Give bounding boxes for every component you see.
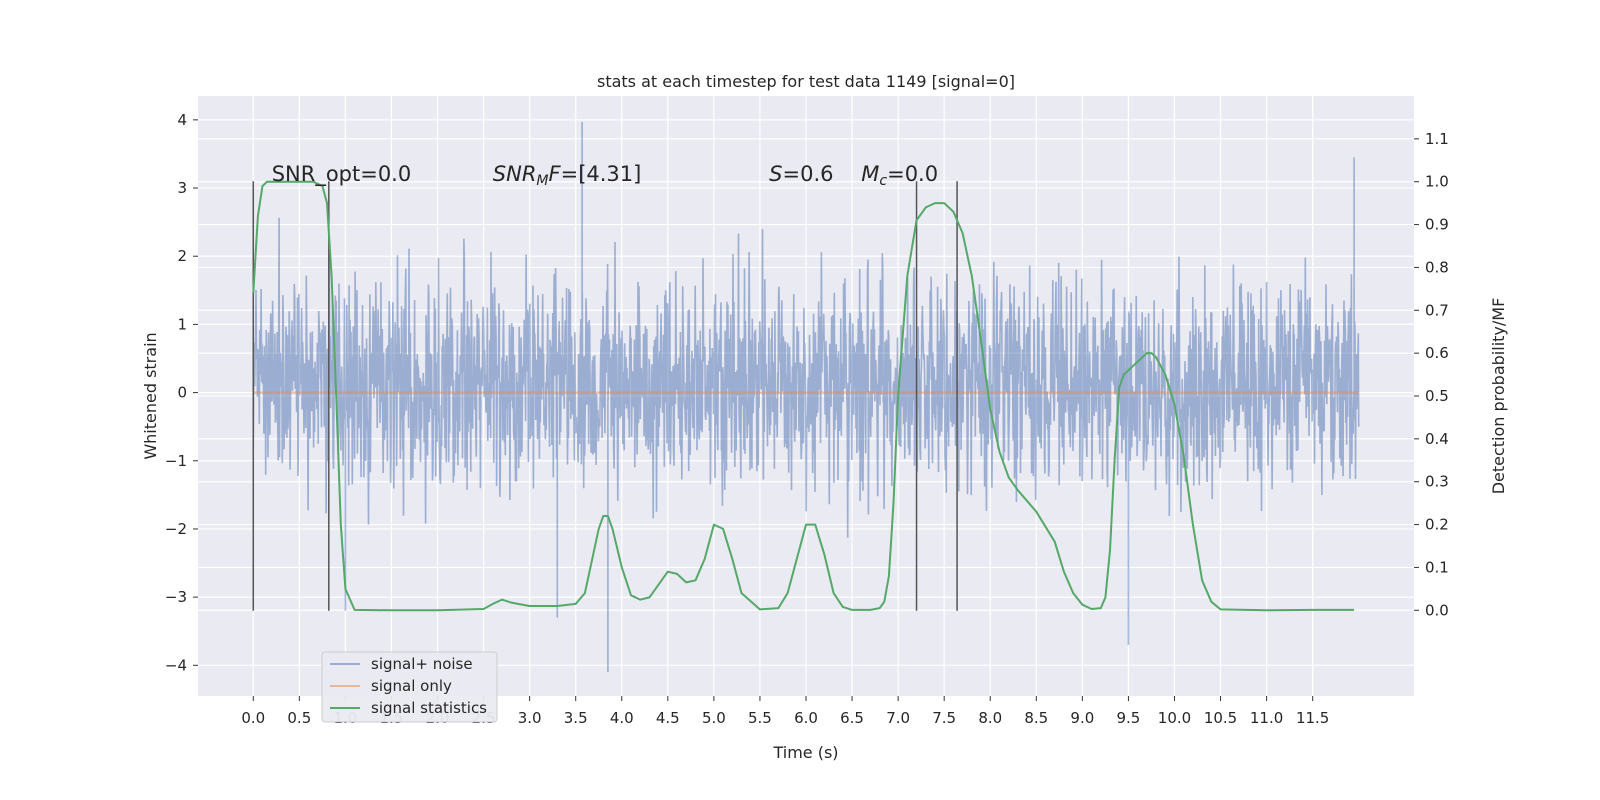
x-tick-label: 7.0 <box>886 709 910 727</box>
y-left-tick-label: 1 <box>177 315 187 333</box>
y-left-tick-label: 0 <box>177 384 187 402</box>
y-right-tick-label: 0.4 <box>1425 430 1449 448</box>
x-tick-label: 11.0 <box>1250 709 1283 727</box>
x-tick-label: 9.0 <box>1070 709 1094 727</box>
y-left-tick-label: −1 <box>165 452 187 470</box>
y-right-tick-label: 0.7 <box>1425 301 1449 319</box>
x-tick-label: 5.5 <box>748 709 772 727</box>
signal-statistics-line <box>252 180 1355 612</box>
x-tick-label: 4.0 <box>610 709 634 727</box>
x-tick-label: 3.0 <box>518 709 542 727</box>
legend-label-signal-noise: signal+ noise <box>371 655 473 673</box>
x-tick-label: 7.5 <box>932 709 956 727</box>
signal-noise-line <box>252 121 1360 673</box>
x-tick-label: 6.5 <box>840 709 864 727</box>
legend-label-signal-statistics: signal statistics <box>371 699 487 717</box>
annotation-text: SNRMF=[4.31] <box>493 162 642 189</box>
chart-title: stats at each timestep for test data 114… <box>597 72 1015 91</box>
y-left-tick-label: 2 <box>177 247 187 265</box>
legend-frame <box>321 651 498 723</box>
vertical-markers <box>252 181 958 611</box>
legend-label-signal-only: signal only <box>371 677 452 695</box>
y-left-tick-label: 4 <box>177 111 187 129</box>
y-right-tick-label: 0.8 <box>1425 258 1449 276</box>
y-left-tick-label: −4 <box>165 656 187 674</box>
x-tick-label: 0.0 <box>241 709 265 727</box>
y-right-tick-label: 0.9 <box>1425 216 1449 234</box>
y-axis-right-label: Detection probability/MF <box>1489 298 1508 495</box>
x-tick-label: 6.0 <box>794 709 818 727</box>
legend: signal+ noise signal only signal statist… <box>321 651 498 723</box>
x-tick-label: 8.5 <box>1024 709 1048 727</box>
x-tick-label: 8.0 <box>978 709 1002 727</box>
y-right-tick-label: 0.3 <box>1425 473 1449 491</box>
y-right-tick-label: 0.5 <box>1425 387 1449 405</box>
y-right-tick-label: 1.0 <box>1425 173 1449 191</box>
x-tick-label: 5.0 <box>702 709 726 727</box>
y-axis-left-ticks: 4 3 2 1 0 −1 −2 −3 −4 <box>165 111 198 674</box>
annotation-text: Mc=0.0 <box>861 162 938 189</box>
y-axis-left-label: Whitened strain <box>141 332 160 459</box>
y-left-tick-label: −3 <box>165 588 187 606</box>
y-left-tick-label: 3 <box>177 179 187 197</box>
y-right-tick-label: 0.6 <box>1425 344 1449 362</box>
x-axis-label: Time (s) <box>772 743 838 762</box>
y-axis-right-ticks: 1.1 1.0 0.9 0.8 0.7 0.6 0.5 0.4 0.3 0.2 0.1 0.0 <box>1414 130 1449 619</box>
y-right-tick-label: 0.0 <box>1425 601 1449 619</box>
y-right-tick-label: 0.1 <box>1425 558 1449 576</box>
y-right-tick-label: 0.2 <box>1425 516 1449 534</box>
y-left-tick-label: −2 <box>165 520 187 538</box>
y-right-tick-label: 1.1 <box>1425 130 1449 148</box>
annotations: SNR_opt=0.0 SNRMF=[4.31] S=0.6 Mc=0.0 <box>272 162 938 189</box>
annotation-text: SNR_opt=0.0 <box>272 162 412 187</box>
x-tick-label: 9.5 <box>1116 709 1140 727</box>
x-tick-label: 0.5 <box>287 709 311 727</box>
annotation-text: S=0.6 <box>769 162 833 186</box>
series-signal-statistics <box>252 180 1355 612</box>
x-tick-label: 10.5 <box>1204 709 1237 727</box>
x-tick-label: 10.0 <box>1158 709 1191 727</box>
x-tick-label: 3.5 <box>564 709 588 727</box>
x-axis-ticks: 0.00.51.01.52.02.53.03.54.04.55.05.56.06… <box>241 696 1329 727</box>
x-tick-label: 4.5 <box>656 709 680 727</box>
series-signal-noise <box>252 121 1360 673</box>
x-tick-label: 11.5 <box>1296 709 1329 727</box>
